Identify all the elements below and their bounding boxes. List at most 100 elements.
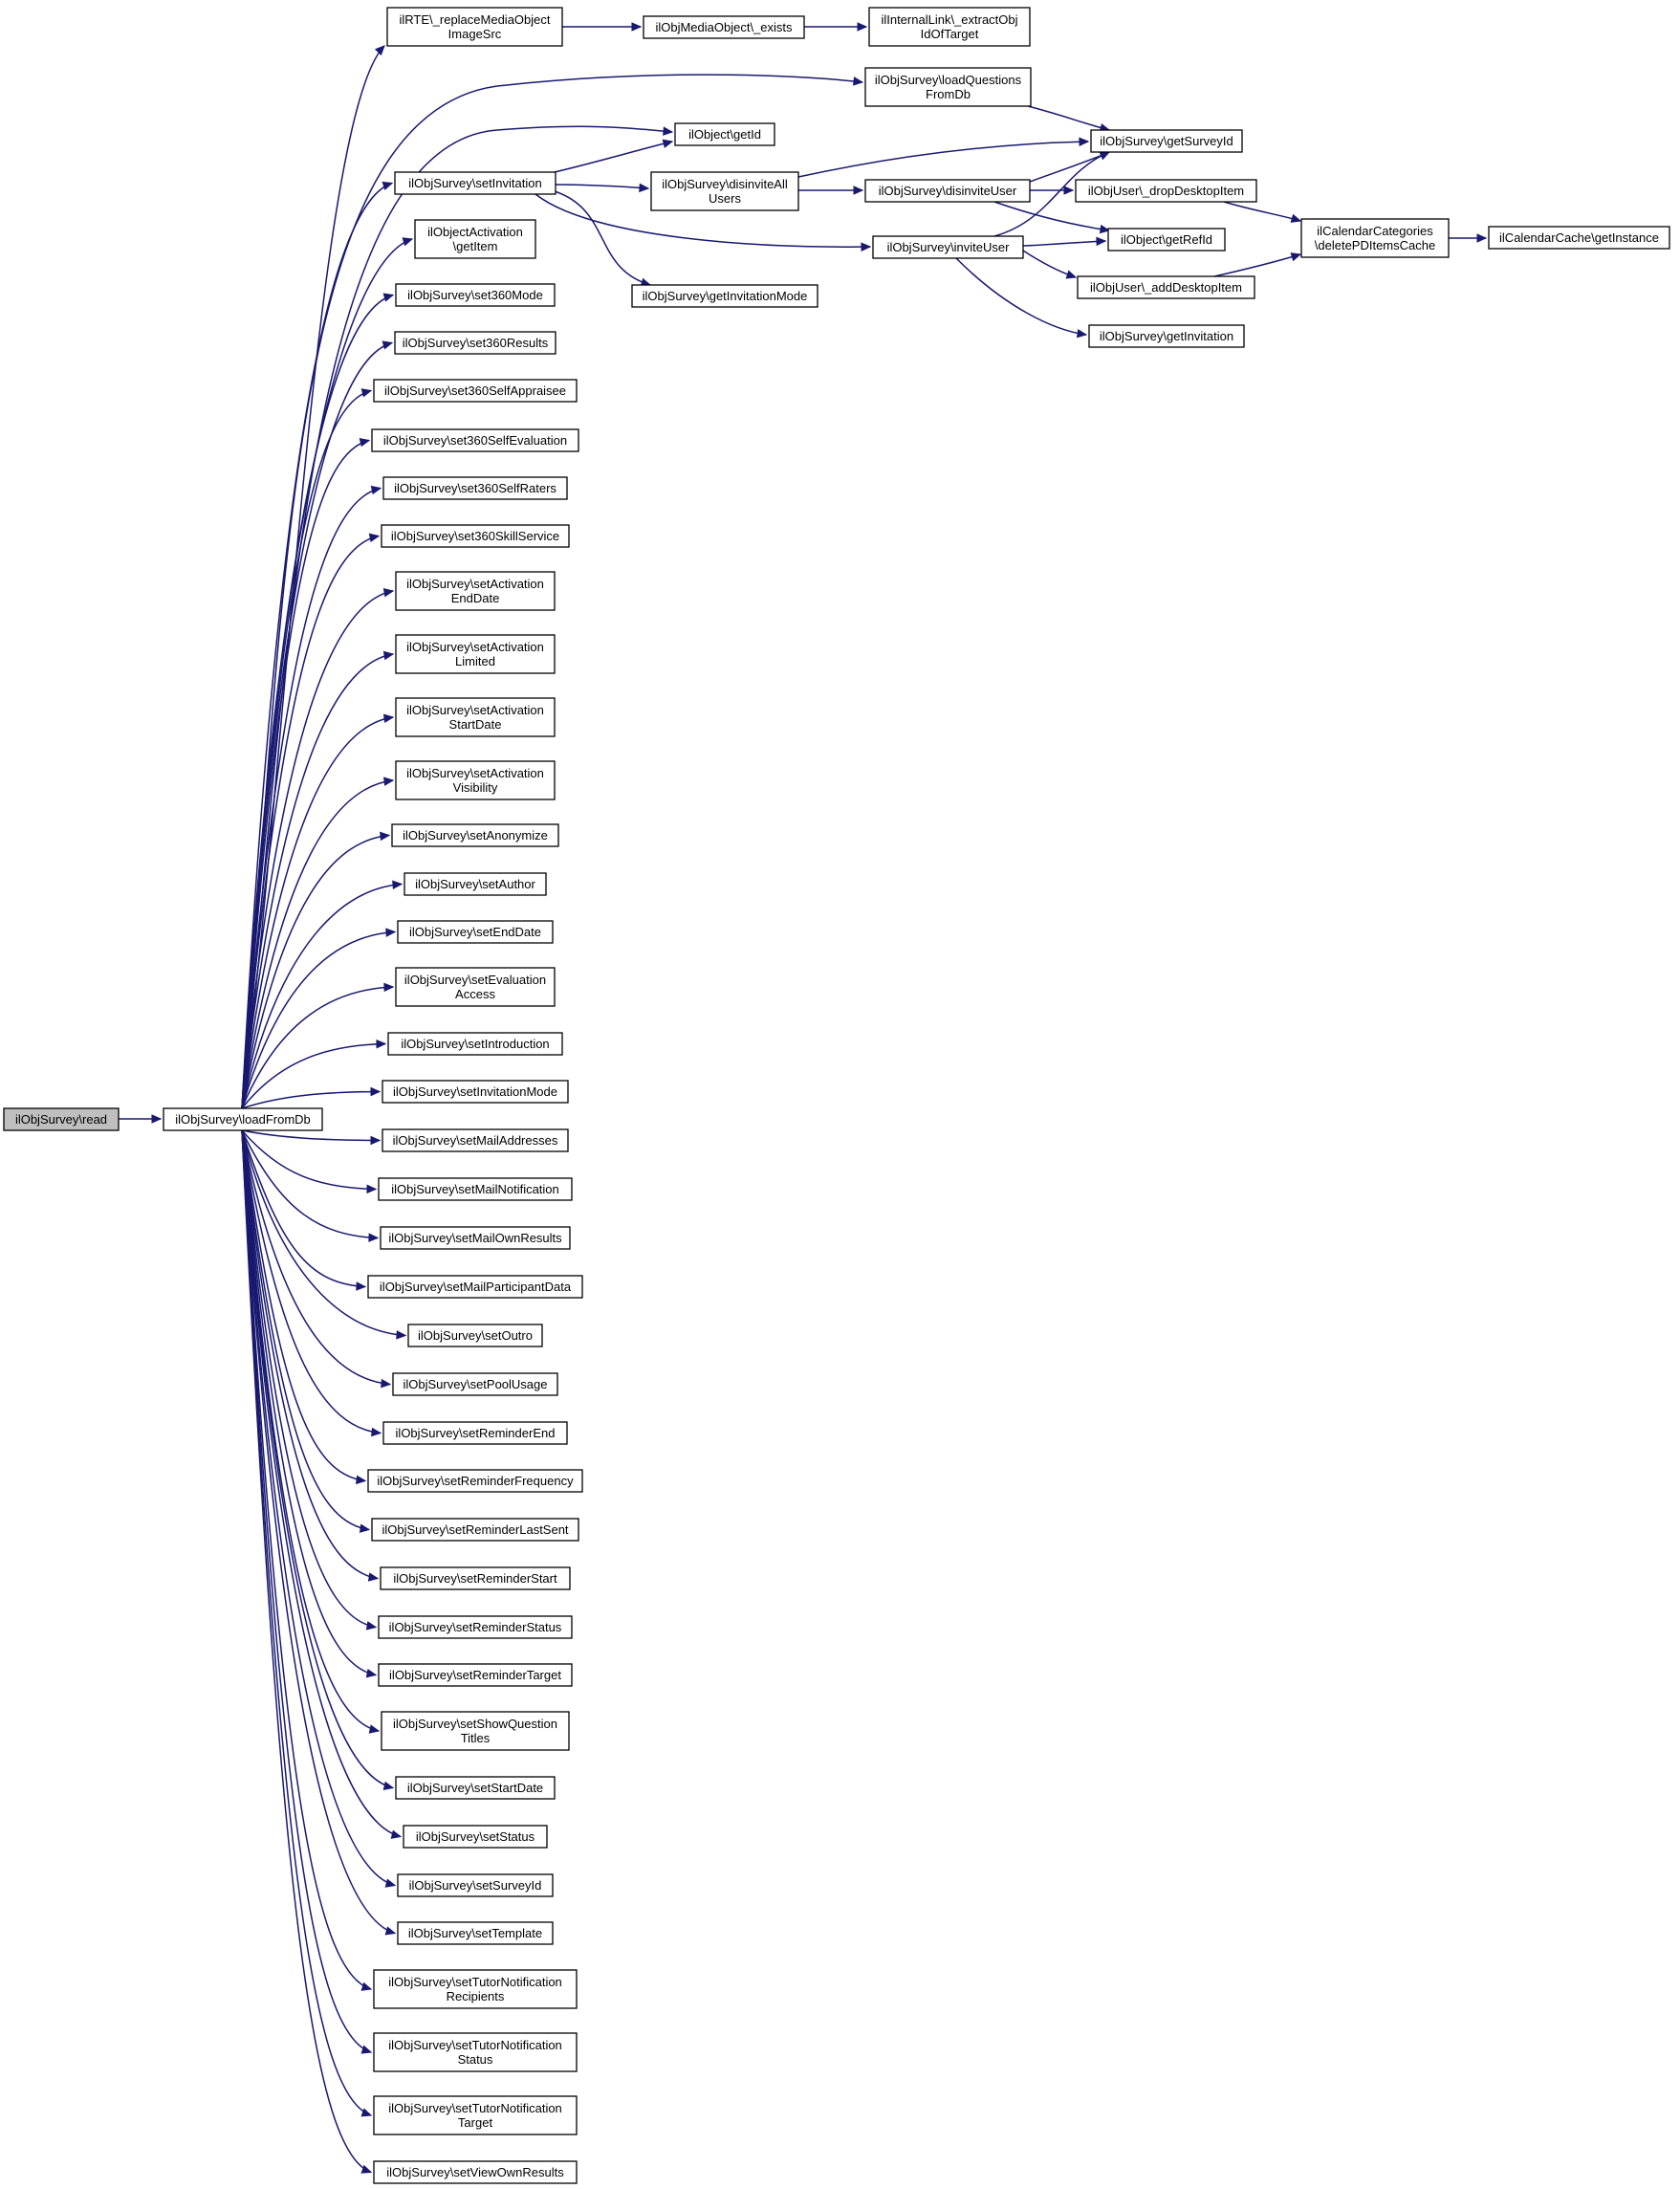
edge-arrowhead (368, 1233, 380, 1242)
edge-loadFromDb-to-setSurveyId (241, 1129, 397, 1888)
node-label: ilCalendarCategories (1317, 224, 1433, 238)
node-setViewOwnResults[interactable]: ilObjSurvey\setViewOwnResults (373, 2160, 578, 2184)
edge-disinviteUser-to-dropDesktop (1030, 186, 1075, 195)
edge-inviteUser-to-getRefId (1022, 236, 1107, 247)
node-setReminderFrequency[interactable]: ilObjSurvey\setReminderFrequency (367, 1469, 583, 1493)
node-set360SelfRaters[interactable]: ilObjSurvey\set360SelfRaters (382, 476, 568, 500)
node-label: ilInternalLink\_extractObj (881, 12, 1017, 27)
node-label: ilObjSurvey\setShowQuestion (393, 1717, 557, 1731)
node-setReminderEnd[interactable]: ilObjSurvey\setReminderEnd (382, 1421, 568, 1445)
node-activationGetItem[interactable]: ilObjectActivation\getItem (414, 219, 536, 259)
node-setMailOwnResults[interactable]: ilObjSurvey\setMailOwnResults (380, 1226, 571, 1250)
edge-loadFromDb-to-setReminderStart (241, 1129, 380, 1582)
edge-arrowhead (392, 880, 404, 889)
edge-arrowhead (368, 1724, 381, 1734)
edge-line (241, 1129, 406, 1337)
node-setInvitationMode[interactable]: ilObjSurvey\setInvitationMode (382, 1080, 569, 1104)
node-setStartDate[interactable]: ilObjSurvey\setStartDate (395, 1776, 556, 1800)
edge-line (241, 1129, 372, 2116)
edge-arrowhead (861, 242, 872, 252)
node-setMailParticipantData[interactable]: ilObjSurvey\setMailParticipantData (367, 1275, 583, 1299)
edge-line (1027, 105, 1110, 131)
node-setReminderTarget[interactable]: ilObjSurvey\setReminderTarget (378, 1663, 573, 1687)
edge-loadFromDb-to-setReminderEnd (241, 1129, 382, 1437)
node-set360SelfAppraisee[interactable]: ilObjSurvey\set360SelfAppraisee (373, 379, 578, 403)
edge-line (241, 389, 372, 1109)
node-read[interactable]: ilObjSurvey\read (3, 1107, 120, 1131)
edge-arrowhead (371, 1427, 382, 1437)
node-getSurveyId[interactable]: ilObjSurvey\getSurveyId (1090, 129, 1243, 153)
node-setPoolUsage[interactable]: ilObjSurvey\setPoolUsage (392, 1372, 558, 1396)
edge-line (241, 1129, 379, 1239)
node-addDesktop[interactable]: ilObjUser\_addDesktopItem (1077, 275, 1255, 299)
edge-line (241, 1129, 396, 1887)
node-setStatus[interactable]: ilObjSurvey\setStatus (403, 1825, 548, 1849)
node-set360Mode[interactable]: ilObjSurvey\set360Mode (395, 283, 556, 307)
node-setSurveyId[interactable]: ilObjSurvey\setSurveyId (397, 1873, 554, 1897)
edge-arrowhead (382, 650, 395, 661)
node-setTutorNotificationRecipients[interactable]: ilObjSurvey\setTutorNotificationRecipien… (373, 1969, 578, 2009)
node-getInvitation[interactable]: ilObjSurvey\getInvitation (1088, 324, 1245, 348)
node-setMailNotification[interactable]: ilObjSurvey\setMailNotification (378, 1177, 573, 1201)
edge-loadFromDb-to-set360SelfAppraisee (241, 388, 373, 1109)
node-label: ilObjSurvey\setAnonymize (403, 828, 548, 843)
node-set360SelfEvaluation[interactable]: ilObjSurvey\set360SelfEvaluation (371, 428, 579, 452)
edge-arrowhead (365, 1669, 378, 1678)
node-setOutro[interactable]: ilObjSurvey\setOutro (407, 1324, 543, 1347)
node-inviteUser[interactable]: ilObjSurvey\inviteUser (872, 235, 1024, 259)
node-calCategories[interactable]: ilCalendarCategories\deletePDItemsCache (1300, 218, 1450, 258)
node-setReminderStart[interactable]: ilObjSurvey\setReminderStart (380, 1566, 571, 1590)
node-setIntroduction[interactable]: ilObjSurvey\setIntroduction (387, 1032, 563, 1056)
node-box (378, 1663, 573, 1687)
node-box (380, 1566, 571, 1590)
node-disinviteUser[interactable]: ilObjSurvey\disinviteUser (864, 179, 1031, 203)
node-loadFromDb[interactable]: ilObjSurvey\loadFromDb (163, 1107, 323, 1131)
node-dropDesktop[interactable]: ilObjUser\_dropDesktopItem (1075, 179, 1257, 203)
node-label: Users (709, 191, 741, 206)
node-label: ilObjSurvey\getInvitationMode (643, 289, 808, 303)
node-setInvitation[interactable]: ilObjSurvey\setInvitation (394, 171, 556, 195)
node-mediaExists[interactable]: ilObjMediaObject\_exists (643, 15, 805, 39)
edge-loadFromDb-to-set360SelfEvaluation (241, 438, 371, 1109)
node-set360Results[interactable]: ilObjSurvey\set360Results (394, 331, 556, 355)
node-set360SkillService[interactable]: ilObjSurvey\set360SkillService (381, 524, 570, 548)
edge-loadFromDb-to-setStartDate (241, 1129, 395, 1791)
node-setEndDate[interactable]: ilObjSurvey\setEndDate (397, 920, 554, 944)
node-setMailAddresses[interactable]: ilObjSurvey\setMailAddresses (382, 1128, 569, 1152)
node-setAuthor[interactable]: ilObjSurvey\setAuthor (404, 872, 547, 896)
node-label: ilObjSurvey\set360Mode (407, 288, 543, 302)
node-box (382, 1421, 568, 1445)
node-setReminderLastSent[interactable]: ilObjSurvey\setReminderLastSent (371, 1518, 579, 1542)
edge-arrowhead (662, 139, 674, 148)
edge-line (241, 1129, 377, 1676)
node-getInvitationMode[interactable]: ilObjSurvey\getInvitationMode (631, 284, 818, 308)
node-box (373, 2160, 578, 2184)
edge-loadFromDb-to-setActivationLimited (241, 650, 395, 1109)
edge-line (241, 883, 403, 1109)
node-label: ilObjSurvey\setMailNotification (391, 1182, 559, 1196)
node-getRefId[interactable]: ilObject\getRefId (1107, 228, 1226, 252)
node-setTemplate[interactable]: ilObjSurvey\setTemplate (397, 1921, 554, 1945)
edge-line (241, 1129, 394, 1789)
node-setAnonymize[interactable]: ilObjSurvey\setAnonymize (391, 823, 559, 847)
node-box (1488, 226, 1670, 250)
edge-arrowhead (853, 186, 864, 195)
edge-arrowhead (402, 237, 414, 247)
node-setReminderStatus[interactable]: ilObjSurvey\setReminderStatus (378, 1615, 573, 1639)
node-getId[interactable]: ilObject\getId (674, 122, 775, 146)
node-label: ilObjSurvey\set360SkillService (391, 529, 559, 543)
node-calCache[interactable]: ilCalendarCache\getInstance (1488, 226, 1670, 250)
